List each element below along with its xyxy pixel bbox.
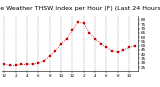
Text: Milwaukee Weather THSW Index per Hour (F) (Last 24 Hours): Milwaukee Weather THSW Index per Hour (F… <box>0 6 160 11</box>
